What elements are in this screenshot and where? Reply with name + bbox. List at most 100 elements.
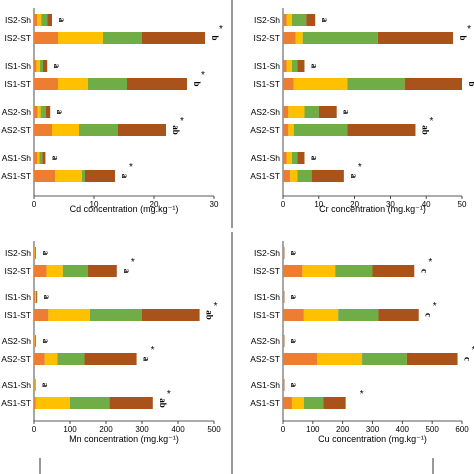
cr-significance-letter: b	[458, 35, 468, 40]
cu-significance-star: *	[428, 257, 432, 268]
mn-bar-segment	[142, 309, 200, 321]
cd-significance-letter: a	[52, 64, 62, 69]
cd-category-label: AS2-Sh	[2, 107, 32, 117]
mn-bar-segment	[84, 353, 137, 365]
cu-bar-segment	[283, 379, 285, 391]
cu-x-axis-label: Cu concentration (mg.kg⁻¹)	[318, 434, 427, 444]
cu-bar-segment	[283, 397, 292, 409]
mn-bar-segment	[34, 265, 47, 277]
cu-x-tick-label: 500	[425, 425, 439, 434]
mn-bar-segment	[35, 291, 37, 303]
cd-bar-segment	[142, 32, 205, 44]
cd-bar-segment	[118, 124, 166, 136]
cr-category-label: IS1-ST	[254, 79, 280, 89]
mn-x-tick-label: 100	[63, 425, 77, 434]
mn-bar-segment	[34, 335, 35, 347]
cu-bar-segment	[283, 335, 284, 347]
cd-bar-segment	[41, 14, 48, 26]
cu-significance-letter: a	[289, 295, 299, 300]
cr-category-label: IS1-Sh	[254, 61, 280, 71]
mn-bar-segment	[34, 379, 35, 391]
cr-bar-segment	[283, 60, 287, 72]
cd-category-label: IS2-ST	[5, 33, 31, 43]
cu-significance-star: *	[433, 301, 437, 312]
cr-bar-segment	[283, 106, 289, 118]
cu-bar-segment	[283, 247, 284, 259]
mn-bar-segment	[34, 291, 36, 303]
cd-significance-letter: b	[210, 35, 220, 40]
cd-x-tick-label: 10	[90, 200, 99, 209]
mn-x-tick-label: 400	[171, 425, 185, 434]
cd-significance-letter: ab	[171, 125, 181, 135]
cr-bar-segment	[318, 106, 337, 118]
cu-bar-segment	[283, 291, 284, 303]
cr-bar-segment	[291, 60, 298, 72]
cr-x-tick-label: 10	[314, 200, 323, 209]
cd-significance-letter: a	[50, 156, 60, 161]
cr-significance-letter: a	[320, 18, 330, 23]
cu-x-tick-label: 400	[396, 425, 410, 434]
cd-bar-segment	[58, 78, 88, 90]
mn-significance-letter: a	[122, 269, 132, 274]
mn-bar-segment	[34, 379, 35, 391]
cu-bar-segment	[323, 397, 346, 409]
cr-bar-segment	[283, 152, 287, 164]
mn-bar-segment	[35, 379, 36, 391]
cu-bar-segment	[335, 265, 373, 277]
cr-significance-letter: ab	[420, 125, 430, 135]
cu-bar-segment	[406, 353, 458, 365]
cr-bar-segment	[283, 32, 296, 44]
cd-bar-segment	[34, 78, 58, 90]
cr-bar-segment	[291, 14, 307, 26]
mn-significance-letter: ab	[158, 398, 168, 408]
cu-significance-letter: c	[424, 313, 434, 317]
cu-bar-segment	[302, 265, 336, 277]
mn-bar-segment	[44, 353, 58, 365]
cd-bar-segment	[40, 60, 43, 72]
cr-x-tick-label: 30	[386, 200, 395, 209]
cd-bar-segment	[34, 60, 37, 72]
chart-panels: 0 10 20 30 Cd concentration (mg.kg⁻¹) IS2-Sh a…	[1, 8, 474, 444]
cu-x-tick-label: 200	[336, 425, 350, 434]
cd-bar-segment	[52, 124, 79, 136]
cu-bar-segment	[283, 379, 284, 391]
cd-bar-segment	[43, 60, 48, 72]
mn-bar-segment	[35, 335, 36, 347]
cu-significance-star: *	[360, 389, 364, 400]
cd-category-label: IS1-ST	[5, 79, 31, 89]
cr-bar-segment	[293, 78, 348, 90]
mn-panel: 0 100 200 300 400 500 Mn concentration (mg.kg⁻…	[1, 241, 221, 444]
mn-bar-segment	[34, 397, 36, 409]
mn-x-tick-label: 0	[32, 425, 37, 434]
mn-significance-letter: a	[41, 339, 51, 344]
cu-x-tick-label: 300	[366, 425, 380, 434]
cr-bar-segment	[306, 14, 316, 26]
cd-bar-segment	[40, 106, 46, 118]
cu-bar-segment	[283, 291, 285, 303]
mn-bar-segment	[34, 309, 49, 321]
mn-bar-segment	[34, 379, 36, 391]
cd-category-label: AS2-ST	[1, 125, 31, 135]
cu-significance-star: *	[472, 345, 474, 356]
mn-category-label: AS2-ST	[1, 354, 31, 364]
cr-bar-segment	[297, 60, 305, 72]
cu-bar-segment	[283, 247, 284, 259]
mn-category-label: IS1-Sh	[5, 292, 31, 302]
cr-bar-segment	[297, 170, 312, 182]
cr-x-tick-label: 50	[458, 200, 467, 209]
cr-bar-segment	[297, 152, 305, 164]
mn-significance-star: *	[214, 301, 218, 312]
cd-bar-segment	[34, 106, 38, 118]
cu-category-label: AS1-Sh	[251, 380, 281, 390]
mn-category-label: IS2-Sh	[5, 248, 31, 258]
cr-panel: 0 10 20 30 40 50 Cr concentration (mg.kg⁻¹) IS2…	[250, 8, 474, 214]
cr-significance-star: *	[430, 116, 434, 127]
cr-category-label: IS2-ST	[254, 33, 280, 43]
mn-significance-star: *	[167, 389, 171, 400]
cu-category-label: AS2-Sh	[251, 336, 281, 346]
cd-x-tick-label: 30	[210, 200, 219, 209]
cd-bar-segment	[34, 170, 55, 182]
cd-category-label: IS2-Sh	[5, 15, 31, 25]
cd-bar-segment	[85, 170, 115, 182]
cd-bar-segment	[37, 14, 42, 26]
